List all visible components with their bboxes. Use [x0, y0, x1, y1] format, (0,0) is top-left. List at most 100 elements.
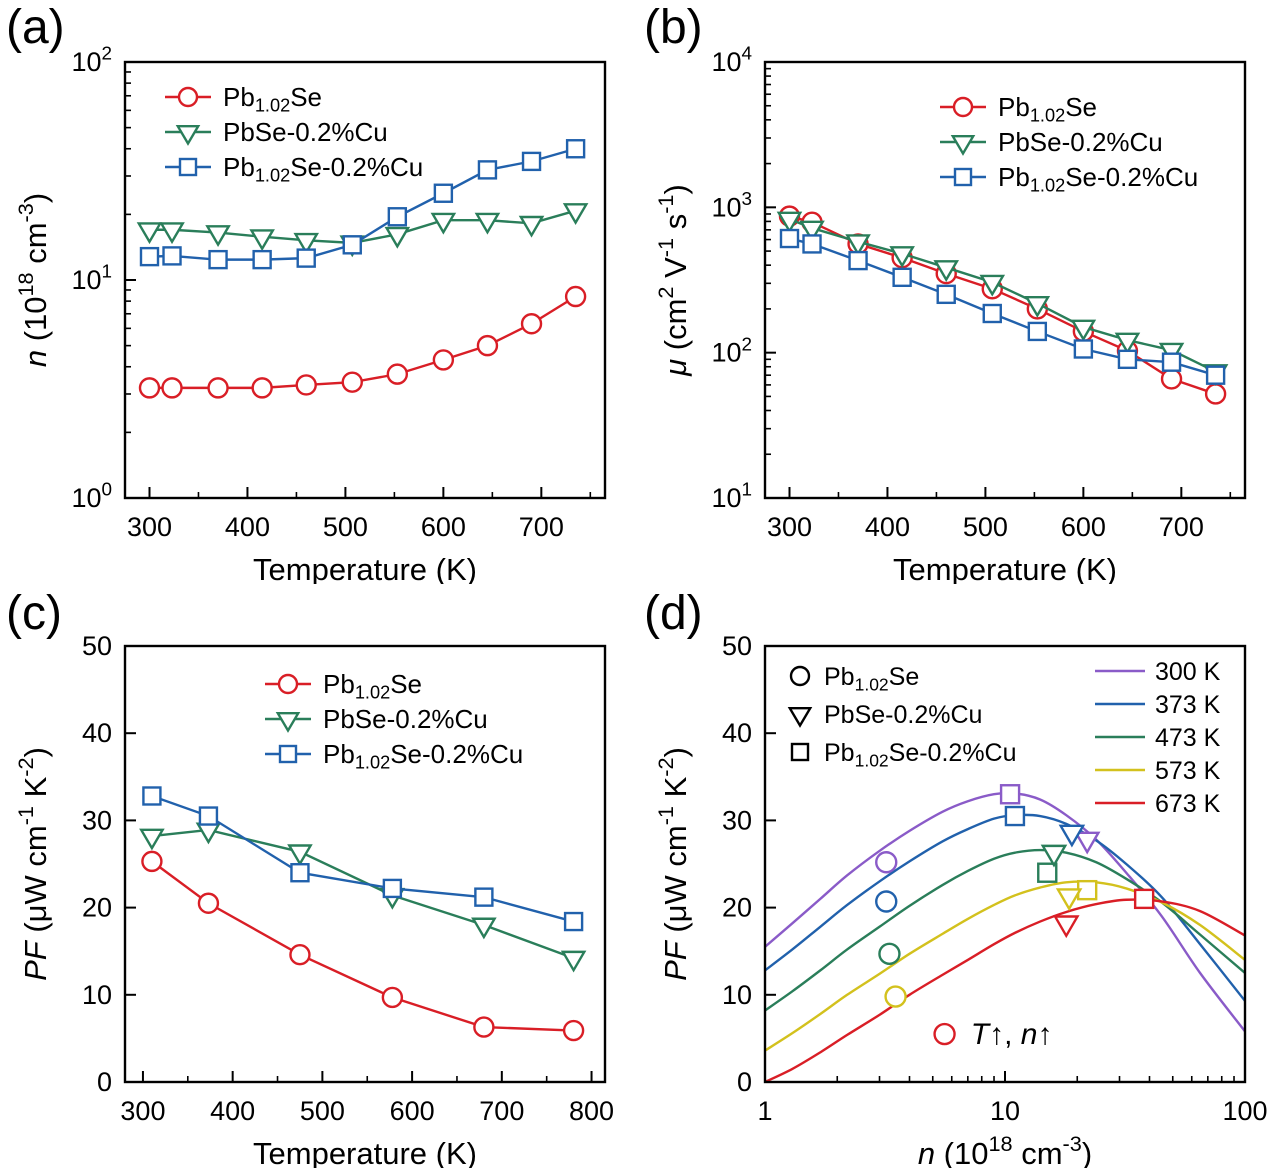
square-marker — [139, 246, 160, 267]
triangle-down-marker — [560, 950, 587, 973]
legend-label: Pb1.02Se-0.2%Cu — [223, 152, 423, 186]
x-tick-label: 400 — [225, 512, 270, 542]
square-marker — [982, 303, 1002, 324]
x-tick-label: 400 — [865, 512, 910, 542]
y-tick-label: 40 — [82, 718, 112, 748]
circle-marker — [207, 377, 229, 399]
circle-marker — [251, 377, 273, 399]
legend-label: PbSe-0.2%Cu — [323, 704, 488, 734]
x-tick-label: 700 — [1159, 512, 1204, 542]
triangle-down-marker — [1114, 332, 1141, 355]
circle-marker — [473, 1016, 495, 1038]
triangle-down-marker — [1055, 888, 1083, 912]
y-tick-label: 30 — [82, 805, 112, 835]
circle-marker — [177, 86, 199, 108]
y-axis-title: PF (μW cm-1 K-2) — [653, 747, 693, 981]
series-2 — [142, 786, 584, 932]
triangle-down-marker — [293, 232, 320, 255]
legend-label: Pb1.02Se — [998, 92, 1097, 126]
legend-label: PbSe-0.2%Cu — [998, 127, 1163, 157]
triangle-down-marker — [799, 220, 825, 243]
y-tick-label: 10 — [82, 980, 112, 1010]
circle-marker — [1204, 383, 1227, 405]
x-tick-label: 500 — [300, 1096, 345, 1126]
x-tick-label: 600 — [1061, 512, 1106, 542]
circle-marker — [1160, 368, 1183, 390]
panel-label-d: (d) — [644, 587, 703, 640]
circle-marker — [289, 943, 311, 966]
x-tick-label: 600 — [421, 512, 466, 542]
circle-marker — [789, 665, 811, 687]
triangle-down-marker — [471, 917, 497, 940]
plot-frame — [763, 644, 1247, 1084]
series-1 — [136, 203, 589, 258]
line-legend-label: 373 K — [1155, 691, 1221, 719]
plot-frame — [123, 60, 607, 500]
y-tick-label: 102 — [711, 334, 752, 367]
triangle-down-marker — [139, 828, 165, 851]
triangle-down-marker — [933, 260, 960, 282]
square-marker — [1161, 352, 1182, 372]
series-2 — [779, 228, 1226, 385]
triangle-down-marker — [1040, 844, 1068, 868]
triangle-down-marker — [1073, 831, 1101, 855]
chart-power-factor-vs-temperature: 300 400 500 600 700 800 0 10 20 30 40 50 Temperature… — [13, 631, 614, 1168]
x-tick-label: 100 — [1222, 1096, 1267, 1126]
marker-legend-label: Pb1.02Se-0.2%Cu — [824, 739, 1017, 771]
triangle-down-marker — [776, 211, 803, 234]
triangle-down-marker — [518, 215, 545, 238]
triangle-down-marker — [787, 706, 813, 728]
square-marker — [521, 151, 542, 172]
triangle-down-marker — [384, 226, 411, 249]
triangle-down-marker — [474, 212, 501, 235]
circle-marker — [197, 892, 220, 914]
x-tick-label: 10 — [990, 1096, 1020, 1126]
square-marker — [779, 228, 800, 249]
curve-473-k — [765, 848, 1245, 1012]
square-marker — [342, 235, 362, 255]
y-tick-label: 0 — [737, 1067, 752, 1097]
square-marker — [477, 160, 498, 180]
axes: 1 10 100 0 10 20 30 40 50 n (1018 cm-3) PF (μW cm-… — [653, 631, 1268, 1168]
marker-legend-label: PbSe-0.2%Cu — [824, 701, 982, 729]
square-marker — [162, 246, 182, 266]
axes: 300 400 500 600 700 800 0 10 20 30 40 50 Temperature… — [13, 631, 614, 1168]
square-marker — [474, 887, 494, 907]
square-marker — [290, 863, 310, 883]
square-marker — [563, 911, 584, 932]
circle-marker — [884, 985, 907, 1008]
square-marker — [892, 267, 912, 288]
circle-marker — [562, 1019, 585, 1042]
axes: 300 400 500 600 700 101 102 103 104 Temperature (… — [653, 44, 1232, 584]
panel-label-a: (a) — [6, 1, 65, 54]
square-marker — [1205, 365, 1226, 385]
square-marker — [1073, 339, 1094, 359]
triangle-down-marker — [1070, 319, 1097, 342]
legend-label: Pb1.02Se-0.2%Cu — [323, 739, 523, 773]
axes: 300 400 500 600 700 100 101 102 Temperature (K) n… — [13, 44, 592, 584]
square-marker — [953, 167, 973, 187]
circle-marker — [432, 349, 455, 371]
curve-673-k — [765, 898, 1245, 1082]
marker-legend: Pb1.02Se PbSe-0.2%Cu Pb1.02Se-0.2%Cu — [787, 663, 1017, 771]
triangle-down-marker — [889, 246, 915, 269]
triangle-down-marker — [249, 229, 275, 252]
x-axis-title: n (1018 cm-3) — [918, 1131, 1092, 1168]
y-tick-label: 20 — [82, 893, 112, 923]
legend-label: Pb1.02Se-0.2%Cu — [998, 162, 1198, 196]
circle-marker — [878, 942, 901, 966]
square-marker — [936, 284, 956, 305]
square-marker — [1133, 888, 1155, 910]
y-tick-label: 102 — [71, 44, 112, 77]
square-marker — [252, 249, 272, 270]
square-marker — [565, 139, 586, 159]
square-marker — [433, 183, 454, 203]
square-marker — [848, 250, 868, 271]
triangle-down-marker — [175, 124, 201, 146]
y-tick-label: 0 — [97, 1067, 112, 1097]
x-axis-title: Temperature (K) — [253, 1136, 477, 1168]
x-tick-label: 400 — [210, 1096, 255, 1126]
triangle-down-marker — [430, 212, 457, 235]
